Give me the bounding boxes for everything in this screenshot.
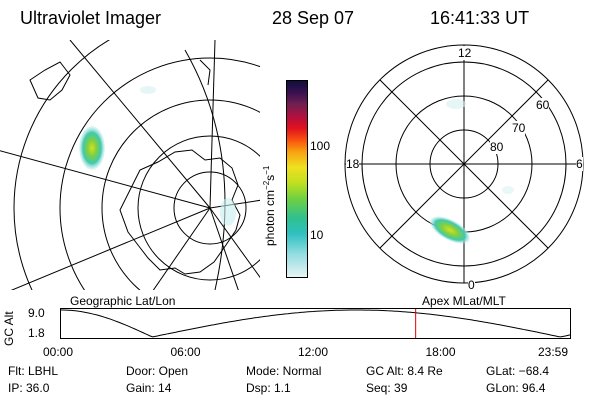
longitude-lines: [0, 40, 260, 290]
aurora-blob-right: [430, 216, 470, 244]
status-glat: GLat: −68.4: [486, 364, 550, 378]
ring-label-70: 70: [512, 121, 526, 135]
aurora-blob-left: [79, 126, 105, 170]
latitude-circles: [13, 40, 260, 290]
altitude-x-tick: 12:00: [298, 345, 329, 359]
polar-label-18: 18: [346, 157, 360, 171]
status-gc-alt: GC Alt: 8.4 Re: [366, 364, 443, 378]
altitude-x-tick: 18:00: [425, 345, 456, 359]
ring-label-60: 60: [536, 98, 550, 112]
apex-map-label: Apex MLat/MLT: [422, 294, 506, 308]
status-seq: Seq: 39: [366, 381, 408, 395]
status-glon: GLon: 96.4: [486, 381, 546, 395]
polar-mlt-plot: [344, 44, 584, 284]
coastline-antarctica: [119, 149, 241, 275]
altitude-ymax: 9.0: [28, 306, 45, 320]
altitude-x-tick: 06:00: [170, 345, 201, 359]
altitude-x-tick: 00:00: [43, 345, 74, 359]
polar-label-0: 0: [468, 278, 475, 292]
polar-label-6: 6: [576, 157, 583, 171]
status-mode: Mode: Normal: [246, 364, 322, 378]
status-ip: IP: 36.0: [8, 381, 50, 395]
polar-label-12: 12: [458, 46, 472, 60]
geographic-map: [0, 40, 260, 290]
altitude-x-tick: 23:59: [538, 345, 569, 359]
altitude-strip-chart: [60, 308, 572, 339]
date-label: 28 Sep 07: [272, 8, 355, 28]
colorbar-tick-10: 10: [310, 228, 324, 242]
geographic-map-label: Geographic Lat/Lon: [70, 294, 176, 308]
colorbar: [286, 80, 308, 278]
altitude-ymin: 1.8: [28, 326, 45, 340]
coastline-island: [29, 61, 71, 101]
instrument-title: Ultraviolet Imager: [20, 8, 162, 28]
colorbar-unit-label: photon cm−2s−1: [262, 165, 277, 246]
colorbar-tick-100: 100: [310, 139, 331, 153]
status-filter: Flt: LBHL: [8, 364, 59, 378]
ring-label-80: 80: [490, 140, 504, 154]
time-label: 16:41:33 UT: [430, 8, 530, 28]
status-gain: Gain: 14: [126, 381, 172, 395]
status-door: Door: Open: [126, 364, 189, 378]
altitude-curve: [61, 309, 572, 338]
status-dsp: Dsp: 1.1: [246, 381, 291, 395]
altitude-axis-label: GC Alt: [2, 311, 16, 346]
